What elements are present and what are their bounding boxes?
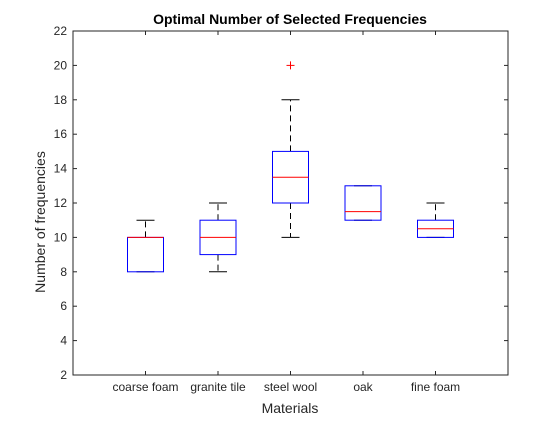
x-tick-label: coarse foam bbox=[112, 380, 178, 394]
x-tick-label: granite tile bbox=[190, 380, 246, 394]
y-tick-label: 16 bbox=[54, 127, 68, 141]
x-tick-label: steel wool bbox=[264, 380, 317, 394]
y-axis-label: Number of frequencies bbox=[32, 151, 48, 293]
y-tick-label: 14 bbox=[54, 162, 68, 176]
iqr-box bbox=[344, 185, 382, 221]
y-tick-label: 6 bbox=[60, 299, 67, 313]
chart-title: Optimal Number of Selected Frequencies bbox=[153, 11, 427, 27]
y-tick-label: 2 bbox=[60, 368, 67, 382]
y-tick-label: 20 bbox=[54, 58, 68, 72]
plot-area: 2 4 6 8 10 12 14 16 18 20 22 coarse foam granite til… bbox=[54, 24, 509, 394]
x-tick-label: oak bbox=[353, 380, 373, 394]
x-tick-label: fine foam bbox=[411, 380, 460, 394]
iqr-box bbox=[127, 236, 164, 273]
y-tick-label: 10 bbox=[54, 230, 68, 244]
x-axis-label: Materials bbox=[262, 400, 319, 416]
y-tick-label: 12 bbox=[54, 196, 68, 210]
y-tick-label: 8 bbox=[60, 265, 67, 279]
y-tick-label: 18 bbox=[54, 93, 68, 107]
y-tick-label: 22 bbox=[54, 24, 68, 38]
y-tick-label: 4 bbox=[60, 334, 67, 348]
